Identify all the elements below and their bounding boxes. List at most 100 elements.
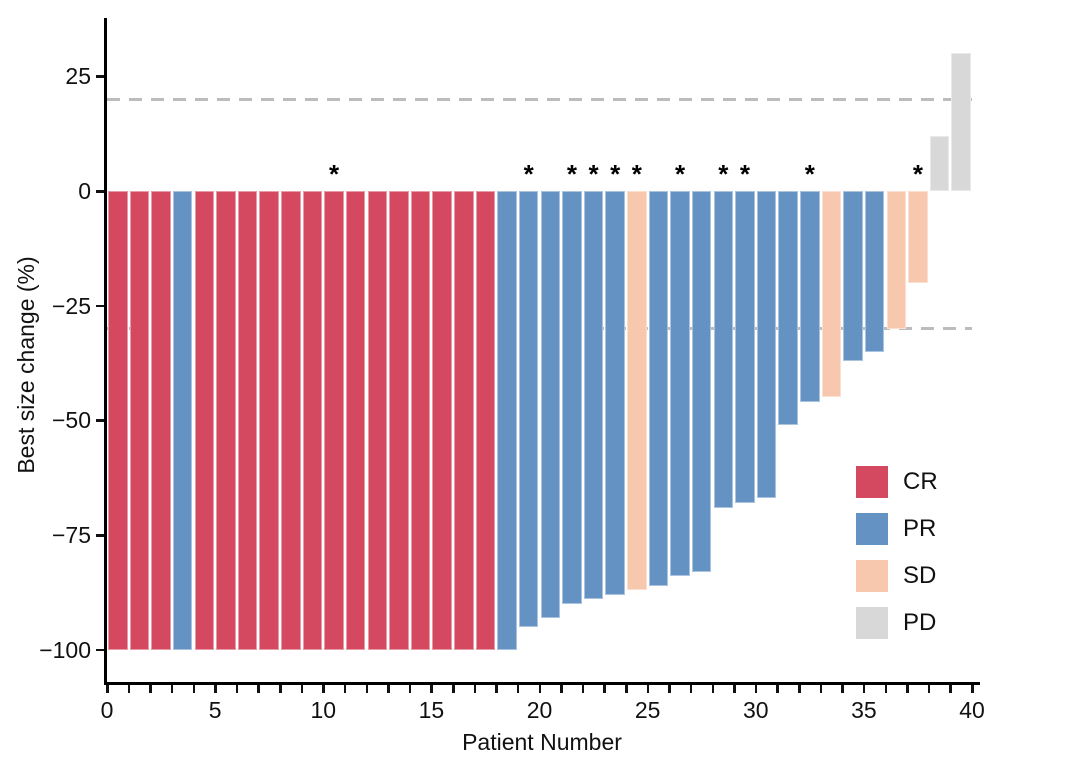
x-minor-tick-15 <box>430 685 433 693</box>
y-axis-title: Best size change (%) <box>13 256 39 474</box>
x-minor-tick-8 <box>279 685 282 693</box>
x-tick-label-40: 40 <box>959 697 985 723</box>
x-minor-tick-23 <box>603 685 606 693</box>
x-minor-tick-27 <box>689 685 693 693</box>
y-tick--100 <box>96 648 104 652</box>
bar-patient-1 <box>108 191 128 650</box>
x-minor-tick-34 <box>841 685 844 693</box>
asterisk-patient-25: * <box>631 159 642 189</box>
x-axis-title: Patient Number <box>462 729 622 755</box>
x-tick-label-20: 20 <box>526 697 553 723</box>
x-minor-tick-21 <box>560 685 563 693</box>
x-tick-label-15: 15 <box>418 697 445 723</box>
x-minor-tick-0 <box>106 685 109 693</box>
bar-patient-39 <box>929 135 950 191</box>
x-minor-tick-2 <box>149 685 152 693</box>
bar-patient-27 <box>670 191 690 577</box>
bar-patient-3 <box>151 191 171 650</box>
bar-patient-19 <box>497 191 517 650</box>
x-minor-tick-38 <box>927 685 931 693</box>
legend-item-pd: PD <box>856 607 938 639</box>
x-tick-label-30: 30 <box>742 697 769 723</box>
bar-patient-31 <box>756 191 777 499</box>
bar-patient-14 <box>389 191 409 650</box>
y-tick-label-25: 25 <box>65 63 91 90</box>
asterisk-patient-22: * <box>566 159 577 189</box>
bar-patient-20 <box>518 191 539 627</box>
bar-patient-10 <box>302 191 323 650</box>
dashed-reference-line--30 <box>107 327 972 331</box>
x-minor-tick-28 <box>711 685 714 693</box>
bar-patient-25 <box>627 191 647 591</box>
legend-swatch-pd <box>856 607 888 639</box>
x-minor-tick-37 <box>906 685 909 693</box>
bar-patient-8 <box>259 191 279 650</box>
x-tick-label-10: 10 <box>310 697 337 723</box>
x-minor-tick-17 <box>473 685 477 693</box>
asterisk-patient-24: * <box>610 159 621 189</box>
x-minor-tick-12 <box>365 685 368 693</box>
x-minor-tick-33 <box>819 685 823 693</box>
x-minor-tick-11 <box>343 685 347 693</box>
x-minor-tick-36 <box>884 685 887 693</box>
x-tick-label-35: 35 <box>851 697 877 723</box>
y-tick-0 <box>96 190 104 193</box>
y-tick-label--75: −75 <box>51 522 91 549</box>
bar-patient-12 <box>345 191 366 650</box>
asterisk-patient-38: * <box>912 159 923 189</box>
x-minor-tick-30 <box>754 685 758 693</box>
bar-patient-24 <box>605 191 625 595</box>
bar-patient-21 <box>540 191 561 618</box>
legend-swatch-pr <box>856 513 888 545</box>
legend: CR PR SD PD <box>856 466 938 654</box>
asterisk-patient-20: * <box>523 159 534 189</box>
bar-patient-33 <box>800 191 820 403</box>
y-tick--75 <box>96 534 104 537</box>
y-tick-label--50: −50 <box>51 407 91 434</box>
bar-patient-29 <box>713 191 734 508</box>
y-tick--50 <box>96 419 104 422</box>
x-minor-tick-10 <box>322 685 325 693</box>
x-minor-tick-25 <box>646 685 650 693</box>
bar-patient-40 <box>951 53 971 191</box>
x-minor-tick-18 <box>495 685 498 693</box>
x-minor-tick-4 <box>192 685 195 693</box>
bar-patient-32 <box>778 191 798 425</box>
x-tick-label-5: 5 <box>208 697 222 723</box>
legend-item-cr: CR <box>856 466 938 498</box>
bar-patient-5 <box>194 191 215 650</box>
y-tick--25 <box>96 304 104 308</box>
x-minor-tick-40 <box>971 685 974 693</box>
x-minor-tick-9 <box>300 685 304 693</box>
legend-label-cr: CR <box>903 468 938 495</box>
bar-patient-35 <box>843 191 863 361</box>
x-minor-tick-31 <box>776 685 779 693</box>
y-axis-line <box>104 18 107 685</box>
bar-patient-17 <box>454 191 474 650</box>
bar-patient-23 <box>583 191 604 600</box>
asterisk-patient-33: * <box>804 159 815 189</box>
asterisk-patient-11: * <box>329 159 340 189</box>
bar-patient-37 <box>886 191 907 329</box>
asterisk-patient-23: * <box>588 159 599 189</box>
bar-patient-11 <box>324 191 344 650</box>
x-minor-tick-39 <box>949 685 952 693</box>
bar-patient-6 <box>216 191 236 650</box>
bar-patient-18 <box>475 191 496 650</box>
bar-patient-34 <box>821 191 842 398</box>
legend-swatch-cr <box>856 466 888 498</box>
x-minor-tick-35 <box>862 685 866 693</box>
asterisk-patient-30: * <box>739 159 750 189</box>
x-minor-tick-20 <box>538 685 541 693</box>
x-minor-tick-16 <box>452 685 455 693</box>
bar-patient-7 <box>237 191 258 650</box>
dashed-reference-line-20 <box>107 97 972 101</box>
bar-patient-22 <box>562 191 582 604</box>
y-tick-label--100: −100 <box>39 636 91 663</box>
x-minor-tick-24 <box>625 685 628 693</box>
x-minor-tick-6 <box>235 685 239 693</box>
x-minor-tick-32 <box>798 685 801 693</box>
x-axis-line <box>104 682 980 685</box>
legend-label-pd: PD <box>903 609 937 636</box>
